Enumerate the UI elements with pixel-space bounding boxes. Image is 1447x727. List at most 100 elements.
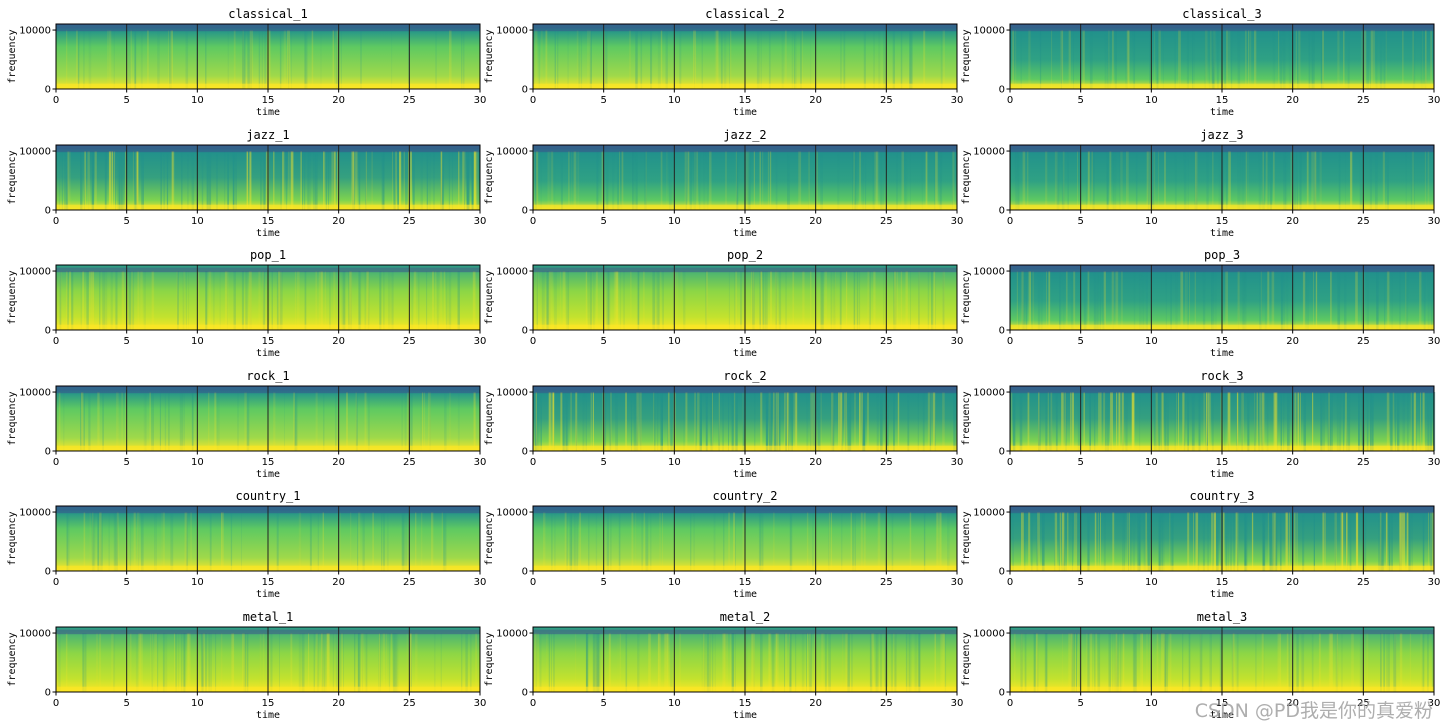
x-tick-label: 10 bbox=[1145, 95, 1158, 106]
x-tick-label: 25 bbox=[1357, 457, 1370, 468]
x-tick-label: 10 bbox=[191, 457, 204, 468]
x-tick-label: 0 bbox=[1007, 457, 1013, 468]
subplot-classical_3: classical_3 0 5 10 15 20 25 30 0 10000 time frequen… bbox=[961, 7, 1440, 118]
x-tick-label: 5 bbox=[600, 95, 606, 106]
x-tick-label: 5 bbox=[123, 698, 129, 709]
subplot-rock_1: rock_1 0 5 10 15 20 25 30 0 10000 time frequency bbox=[7, 369, 486, 480]
x-tick-label: 0 bbox=[53, 216, 59, 227]
x-tick-label: 10 bbox=[1145, 577, 1158, 588]
y-axis-label: frequency bbox=[484, 511, 495, 565]
x-tick-label: 15 bbox=[262, 216, 275, 227]
subplot-title: pop_1 bbox=[250, 248, 286, 262]
y-tick-label: 10000 bbox=[496, 267, 528, 278]
subplot-pop_1: pop_1 0 5 10 15 20 25 30 0 10000 time frequency bbox=[7, 248, 486, 359]
x-tick-label: 0 bbox=[530, 216, 536, 227]
subplot-pop_3: pop_3 0 5 10 15 20 25 30 0 10000 time frequency bbox=[961, 248, 1440, 359]
x-tick-label: 0 bbox=[530, 336, 536, 347]
x-axis-label: time bbox=[733, 710, 757, 721]
x-tick-label: 10 bbox=[668, 698, 681, 709]
x-axis-label: time bbox=[733, 107, 757, 118]
y-axis-label: frequency bbox=[7, 150, 18, 204]
x-tick-label: 15 bbox=[739, 336, 752, 347]
subplot-rock_3: rock_3 0 5 10 15 20 25 30 0 10000 time frequency bbox=[961, 369, 1440, 480]
x-tick-label: 10 bbox=[191, 216, 204, 227]
x-tick-label: 5 bbox=[600, 457, 606, 468]
x-tick-label: 10 bbox=[191, 336, 204, 347]
x-tick-label: 5 bbox=[123, 95, 129, 106]
spectrogram-texture bbox=[533, 30, 945, 89]
x-tick-label: 0 bbox=[530, 95, 536, 106]
subplot-country_1: country_1 0 5 10 15 20 25 30 0 10000 time frequency bbox=[7, 489, 486, 600]
x-tick-label: 20 bbox=[332, 457, 345, 468]
x-tick-label: 25 bbox=[880, 577, 893, 588]
y-tick-label: 10000 bbox=[973, 267, 1005, 278]
x-axis-label: time bbox=[1210, 469, 1234, 480]
y-axis-label: frequency bbox=[961, 270, 972, 324]
y-tick-label: 0 bbox=[45, 326, 51, 337]
spectrogram-texture bbox=[1016, 271, 1433, 330]
x-tick-label: 25 bbox=[880, 216, 893, 227]
x-tick-label: 25 bbox=[403, 216, 416, 227]
subplot-metal_1: metal_1 0 5 10 15 20 25 30 0 10000 time frequency bbox=[7, 610, 486, 721]
x-tick-label: 15 bbox=[739, 95, 752, 106]
x-tick-label: 15 bbox=[739, 698, 752, 709]
x-tick-label: 30 bbox=[951, 457, 964, 468]
x-tick-label: 15 bbox=[1216, 577, 1229, 588]
subplot-title: country_1 bbox=[235, 489, 300, 503]
x-tick-label: 25 bbox=[403, 95, 416, 106]
x-tick-label: 30 bbox=[1428, 95, 1441, 106]
x-tick-label: 5 bbox=[1077, 577, 1083, 588]
y-axis-label: frequency bbox=[484, 150, 495, 204]
x-tick-label: 0 bbox=[530, 457, 536, 468]
y-tick-label: 0 bbox=[999, 206, 1005, 217]
subplot-title: country_3 bbox=[1189, 489, 1254, 503]
x-tick-label: 30 bbox=[951, 216, 964, 227]
x-tick-label: 10 bbox=[1145, 457, 1158, 468]
x-axis-label: time bbox=[256, 348, 280, 359]
subplot-title: jazz_1 bbox=[246, 128, 289, 142]
y-tick-label: 0 bbox=[522, 206, 528, 217]
x-tick-label: 0 bbox=[530, 698, 536, 709]
x-tick-label: 20 bbox=[809, 216, 822, 227]
x-tick-label: 0 bbox=[53, 698, 59, 709]
spectrogram-texture bbox=[534, 633, 947, 692]
x-axis-label: time bbox=[256, 469, 280, 480]
x-tick-label: 30 bbox=[1428, 336, 1441, 347]
y-tick-label: 10000 bbox=[496, 147, 528, 158]
x-tick-label: 20 bbox=[809, 698, 822, 709]
spectrogram-texture bbox=[1014, 633, 1435, 692]
x-tick-label: 15 bbox=[262, 95, 275, 106]
x-tick-label: 25 bbox=[1357, 95, 1370, 106]
x-tick-label: 25 bbox=[880, 457, 893, 468]
x-tick-label: 30 bbox=[474, 95, 487, 106]
x-tick-label: 30 bbox=[1428, 698, 1441, 709]
y-tick-label: 10000 bbox=[19, 388, 51, 399]
y-axis-label: frequency bbox=[7, 391, 18, 445]
subplot-rock_2: rock_2 0 5 10 15 20 25 30 0 10000 time frequency bbox=[484, 369, 963, 480]
x-tick-label: 25 bbox=[403, 457, 416, 468]
x-tick-label: 0 bbox=[1007, 577, 1013, 588]
spectrogram-texture bbox=[534, 392, 956, 451]
x-tick-label: 20 bbox=[809, 457, 822, 468]
subplot-title: classical_3 bbox=[1182, 7, 1261, 21]
y-tick-label: 10000 bbox=[496, 26, 528, 37]
x-tick-label: 25 bbox=[880, 698, 893, 709]
x-tick-label: 20 bbox=[332, 216, 345, 227]
x-tick-label: 20 bbox=[1286, 577, 1299, 588]
y-tick-label: 0 bbox=[999, 688, 1005, 699]
y-axis-label: frequency bbox=[484, 270, 495, 324]
y-tick-label: 10000 bbox=[496, 508, 528, 519]
y-tick-label: 0 bbox=[999, 447, 1005, 458]
x-tick-label: 25 bbox=[403, 577, 416, 588]
x-tick-label: 5 bbox=[123, 336, 129, 347]
x-tick-label: 15 bbox=[739, 577, 752, 588]
x-tick-label: 25 bbox=[880, 336, 893, 347]
subplot-title: pop_2 bbox=[727, 248, 763, 262]
x-tick-label: 25 bbox=[1357, 577, 1370, 588]
subplot-title: pop_3 bbox=[1204, 248, 1240, 262]
x-tick-label: 30 bbox=[1428, 457, 1441, 468]
x-tick-label: 30 bbox=[951, 336, 964, 347]
x-tick-label: 5 bbox=[600, 336, 606, 347]
x-tick-label: 20 bbox=[1286, 457, 1299, 468]
x-tick-label: 30 bbox=[474, 336, 487, 347]
